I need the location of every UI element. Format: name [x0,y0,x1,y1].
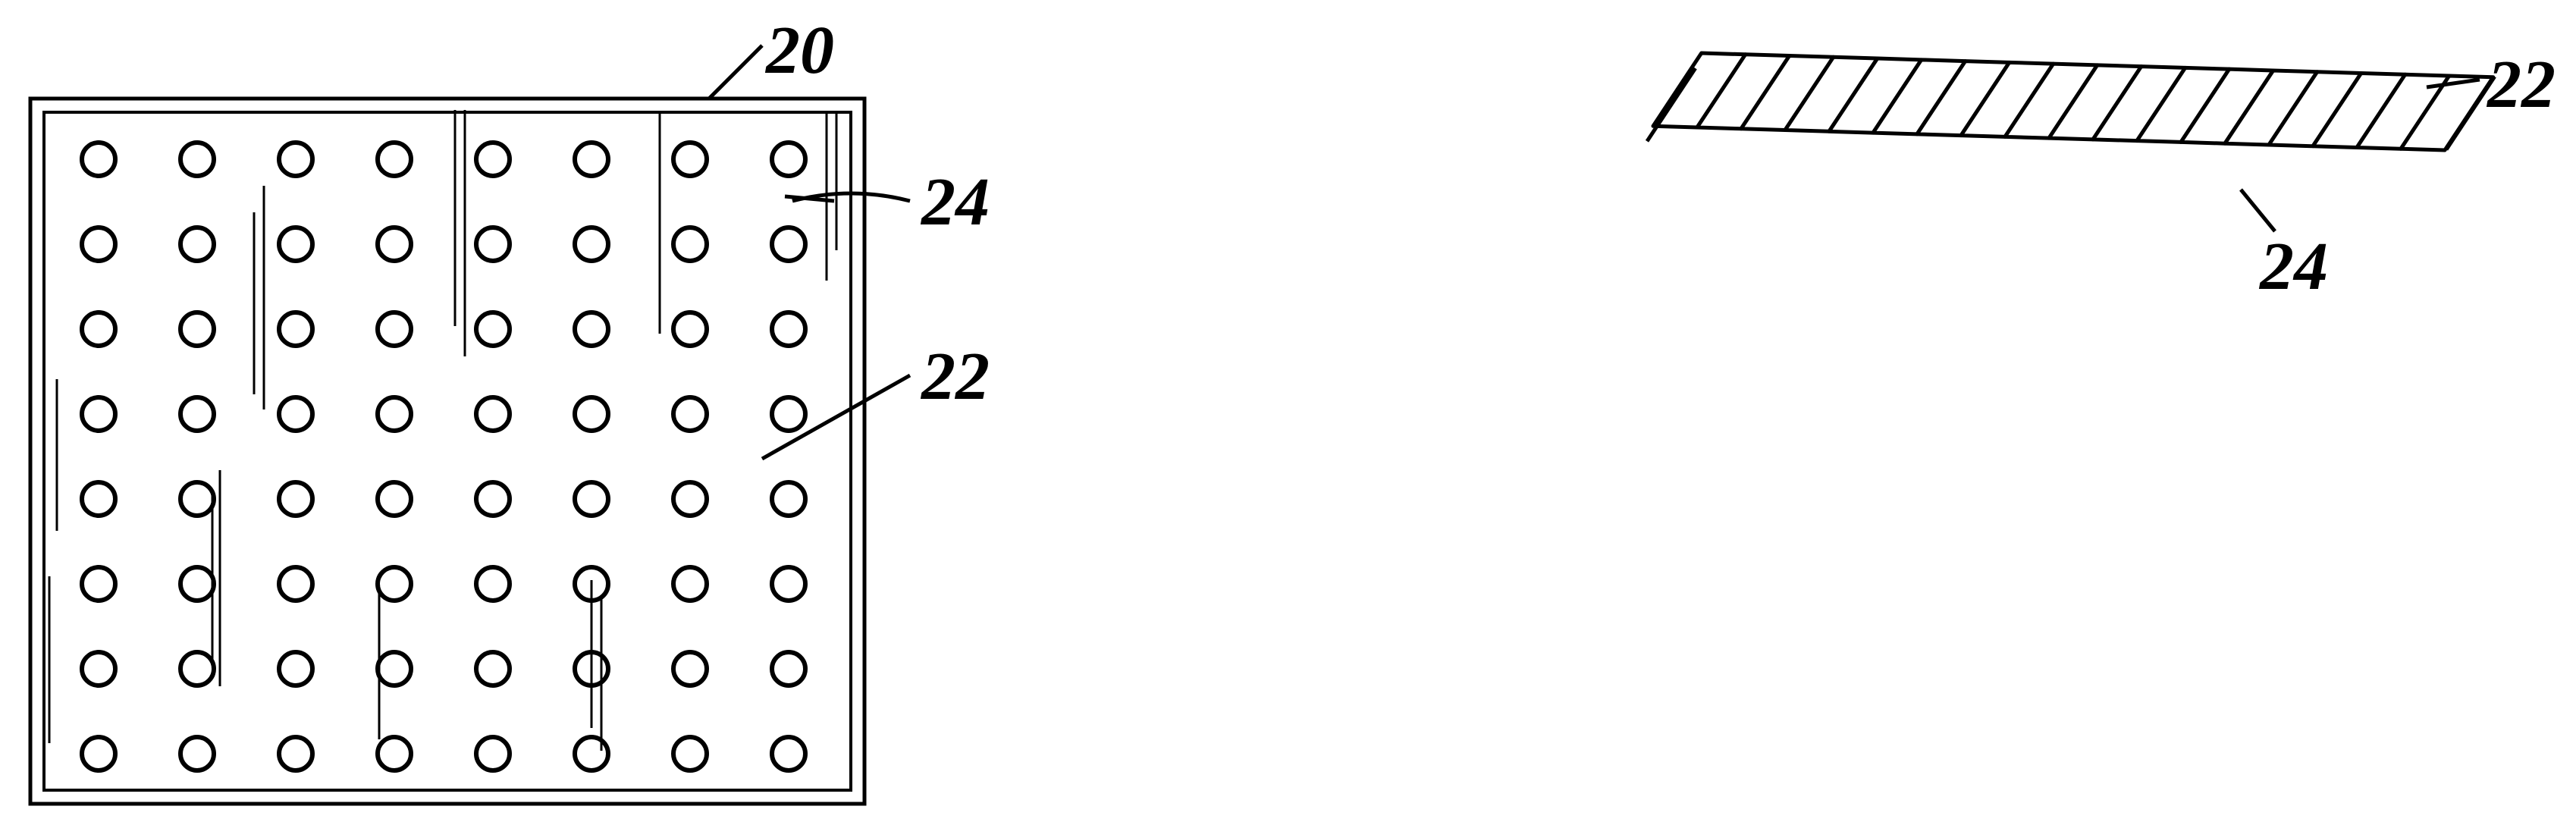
corrugated-svg [0,0,2576,379]
label-22-right: 22 [2487,45,2556,124]
label-24-right: 24 [2260,227,2328,306]
